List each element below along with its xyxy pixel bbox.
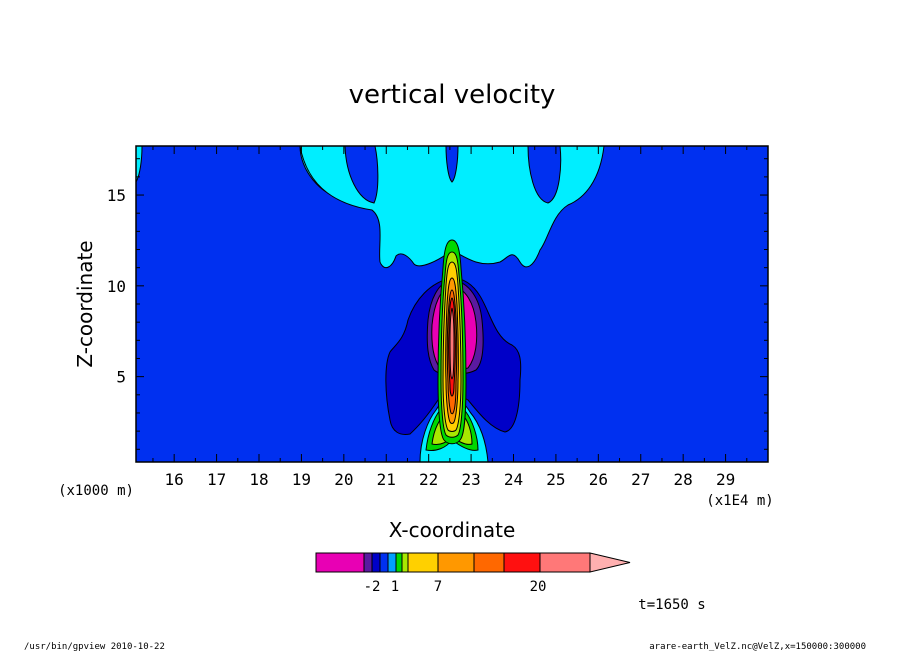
x-tick-label: 25: [546, 470, 565, 489]
y-unit-label: (x1000 m): [58, 483, 134, 499]
x-axis-label: X-coordinate: [389, 518, 516, 542]
upper-cyan-hole-right: [527, 146, 562, 204]
y-tick-labels: 5 10 15: [107, 186, 126, 387]
x-tick-labels: 16 17 18 19 20 21 22 23 24 25 26 27 28 29: [165, 470, 736, 489]
x-tick-label: 28: [674, 470, 693, 489]
colorbar-swatch: [473, 552, 505, 573]
colorbar-swatch: [401, 552, 409, 573]
x-tick-label: 23: [461, 470, 480, 489]
colorbar-swatch: [539, 552, 591, 573]
x-unit-label: (x1E4 m): [706, 493, 773, 509]
upper-cyan-hole-left: [344, 146, 379, 204]
x-tick-label: 18: [249, 470, 268, 489]
colorbar-swatch: [371, 552, 381, 573]
upper-cyan-hole-center: [445, 146, 459, 183]
y-axis-label: Z-coordinate: [73, 240, 97, 367]
x-tick-label: 21: [377, 470, 396, 489]
axis-ticks: [136, 146, 769, 462]
colorbar-swatch: [437, 552, 475, 573]
colorbar-label: -2: [364, 579, 381, 595]
y-tick-label: 10: [107, 277, 126, 296]
x-tick-label: 24: [504, 470, 523, 489]
colorbar-label: 1: [391, 579, 399, 595]
colorbar-swatch: [503, 552, 541, 573]
x-tick-label: 20: [334, 470, 353, 489]
colorbar-swatch: [379, 552, 389, 573]
x-tick-label: 22: [419, 470, 438, 489]
time-label: t=1650 s: [638, 597, 705, 613]
x-tick-label: 19: [292, 470, 311, 489]
colorbar: [315, 552, 631, 573]
chart-title: vertical velocity: [349, 80, 556, 110]
contour-field: [136, 146, 768, 462]
colorbar-swatch: [395, 552, 403, 573]
x-tick-label: 26: [589, 470, 608, 489]
x-tick-label: 16: [165, 470, 184, 489]
colorbar-swatch: [315, 552, 365, 573]
colorbar-label: 20: [530, 579, 547, 595]
colorbar-label: 7: [434, 579, 442, 595]
colorbar-swatch: [363, 552, 373, 573]
colorbar-labels: -2 1 7 20: [364, 579, 547, 595]
x-tick-label: 27: [631, 470, 650, 489]
y-tick-label: 15: [107, 186, 126, 205]
footer-source: arare-earth_VelZ.nc@VelZ,x=150000:300000: [649, 642, 866, 652]
colorbar-swatch: [387, 552, 397, 573]
core-pink: [449, 307, 455, 380]
y-tick-label: 5: [116, 368, 126, 387]
footer-command: /usr/bin/gpview 2010-10-22: [24, 642, 165, 652]
colorbar-swatch: [407, 552, 439, 573]
x-tick-label: 17: [207, 470, 226, 489]
colorbar-arrow: [589, 552, 631, 573]
x-tick-label: 29: [716, 470, 735, 489]
